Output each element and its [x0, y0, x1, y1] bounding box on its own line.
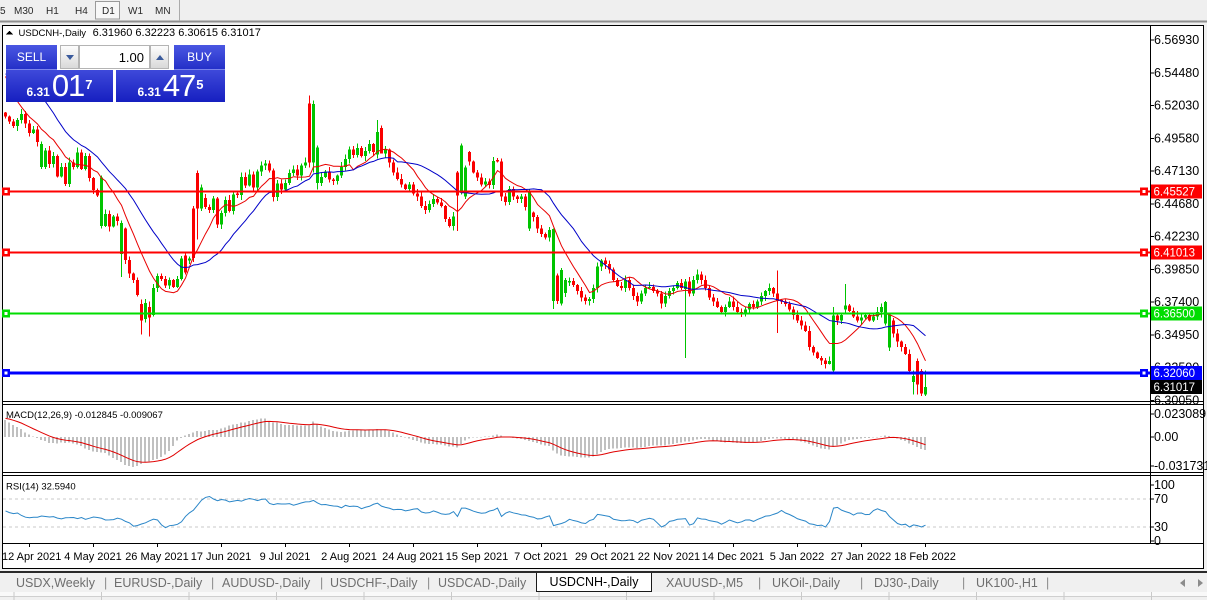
svg-text:6.52030: 6.52030: [1154, 99, 1199, 113]
svg-text:70: 70: [1154, 492, 1168, 506]
svg-text:6.42230: 6.42230: [1154, 230, 1199, 244]
svg-text:RSI(14) 32.5940: RSI(14) 32.5940: [6, 482, 76, 493]
svg-text:6.41013: 6.41013: [1154, 247, 1196, 259]
svg-text:6.44680: 6.44680: [1154, 197, 1199, 211]
svg-text:6.31017: 6.31017: [1154, 382, 1196, 394]
svg-text:6.30050: 6.30050: [1154, 393, 1199, 407]
svg-text:29 Oct 2021: 29 Oct 2021: [575, 551, 635, 563]
svg-text:6.32060: 6.32060: [1154, 368, 1196, 380]
svg-text:0: 0: [1154, 534, 1161, 548]
svg-text:5: 5: [0, 6, 6, 17]
svg-text:6.36500: 6.36500: [1154, 308, 1196, 320]
svg-text:6.39850: 6.39850: [1154, 262, 1199, 276]
svg-text:100: 100: [1154, 478, 1175, 492]
svg-text:M30: M30: [14, 6, 34, 17]
svg-text:7 Oct 2021: 7 Oct 2021: [514, 551, 568, 563]
svg-text:H1: H1: [46, 6, 59, 17]
svg-text:6.56930: 6.56930: [1154, 33, 1199, 47]
svg-text:MACD(12,26,9) -0.012845 -0.009: MACD(12,26,9) -0.012845 -0.009067: [6, 410, 163, 421]
svg-text:27 Jan 2022: 27 Jan 2022: [831, 551, 892, 563]
svg-text:24 Aug 2021: 24 Aug 2021: [382, 551, 444, 563]
svg-text:-0.031731: -0.031731: [1154, 459, 1207, 473]
svg-text:4 May 2021: 4 May 2021: [64, 551, 121, 563]
svg-text:14 Dec 2021: 14 Dec 2021: [702, 551, 764, 563]
svg-text:12 Apr 2021: 12 Apr 2021: [2, 551, 61, 563]
svg-text:0.00: 0.00: [1154, 430, 1178, 444]
svg-text:6.31960 6.32223 6.30615 6.3101: 6.31960 6.32223 6.30615 6.31017: [93, 27, 261, 39]
svg-text:26 May 2021: 26 May 2021: [125, 551, 189, 563]
svg-text:6.45527: 6.45527: [1154, 186, 1196, 198]
svg-text:6.54480: 6.54480: [1154, 66, 1199, 80]
svg-text:D1: D1: [102, 6, 115, 17]
svg-text:5 Jan 2022: 5 Jan 2022: [770, 551, 824, 563]
svg-text:6.37400: 6.37400: [1154, 295, 1199, 309]
svg-text:6.34950: 6.34950: [1154, 328, 1199, 342]
svg-text:6.49580: 6.49580: [1154, 131, 1199, 145]
svg-text:18 Feb 2022: 18 Feb 2022: [894, 551, 956, 563]
svg-text:H4: H4: [75, 6, 88, 17]
svg-text:W1: W1: [128, 6, 143, 17]
svg-text:30: 30: [1154, 520, 1168, 534]
svg-text:0.023089: 0.023089: [1154, 407, 1206, 421]
svg-text:2 Aug 2021: 2 Aug 2021: [321, 551, 377, 563]
svg-text:9 Jul 2021: 9 Jul 2021: [260, 551, 311, 563]
svg-text:MN: MN: [155, 6, 171, 17]
svg-text:6.47130: 6.47130: [1154, 164, 1199, 178]
svg-text:USDCNH-,Daily: USDCNH-,Daily: [19, 28, 87, 39]
svg-text:17 Jun 2021: 17 Jun 2021: [191, 551, 252, 563]
svg-text:15 Sep 2021: 15 Sep 2021: [446, 551, 508, 563]
svg-text:22 Nov 2021: 22 Nov 2021: [638, 551, 700, 563]
